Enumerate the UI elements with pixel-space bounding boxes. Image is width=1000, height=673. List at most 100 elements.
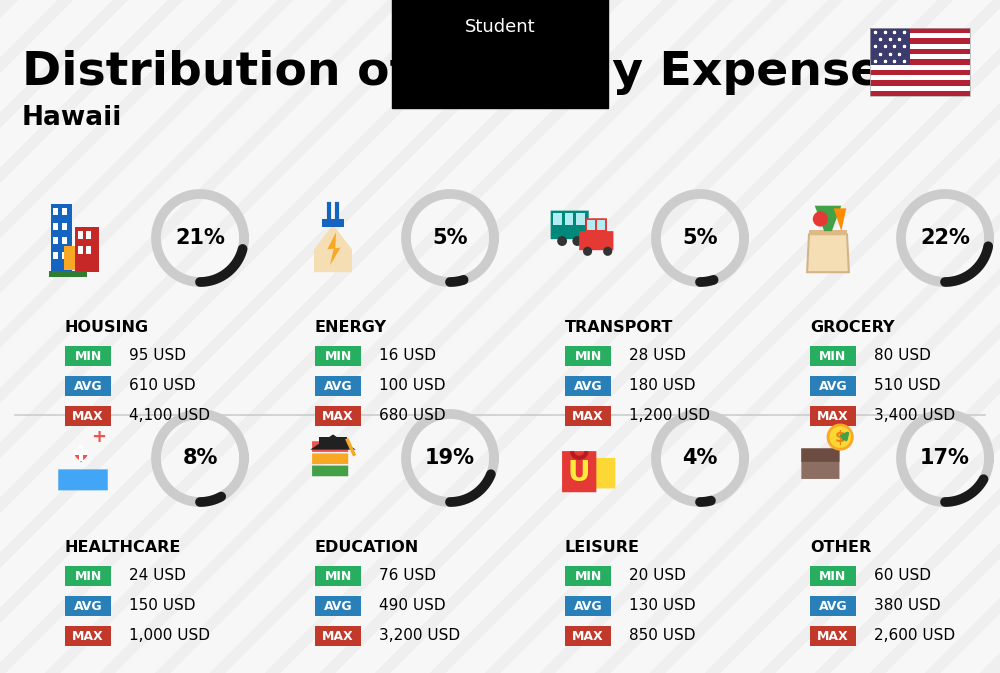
- Bar: [315, 596, 361, 616]
- Text: 8%: 8%: [182, 448, 218, 468]
- FancyBboxPatch shape: [801, 448, 839, 462]
- FancyBboxPatch shape: [586, 218, 607, 233]
- Bar: [870, 70, 970, 75]
- Bar: [75, 227, 99, 272]
- Bar: [79, 446, 83, 460]
- Bar: [65, 566, 111, 586]
- Text: 130 USD: 130 USD: [629, 598, 696, 614]
- Bar: [74, 450, 88, 454]
- Text: MIN: MIN: [819, 349, 847, 363]
- Text: 510 USD: 510 USD: [874, 378, 940, 394]
- Text: 28 USD: 28 USD: [629, 349, 686, 363]
- Text: EDUCATION: EDUCATION: [315, 540, 419, 555]
- Text: 380 USD: 380 USD: [874, 598, 941, 614]
- Text: MAX: MAX: [72, 629, 104, 643]
- Text: GROCERY: GROCERY: [810, 320, 895, 335]
- Bar: [870, 38, 970, 44]
- Text: MAX: MAX: [817, 409, 849, 423]
- FancyBboxPatch shape: [591, 458, 615, 489]
- Bar: [65, 406, 111, 426]
- Text: MAX: MAX: [817, 629, 849, 643]
- Polygon shape: [75, 452, 87, 463]
- FancyBboxPatch shape: [579, 231, 613, 250]
- Circle shape: [828, 425, 852, 450]
- FancyBboxPatch shape: [562, 451, 596, 492]
- Text: MIN: MIN: [574, 349, 602, 363]
- Bar: [587, 220, 595, 230]
- Text: MAX: MAX: [572, 629, 604, 643]
- FancyBboxPatch shape: [312, 454, 348, 464]
- Bar: [810, 626, 856, 646]
- Text: 19%: 19%: [425, 448, 475, 468]
- Text: 21%: 21%: [175, 228, 225, 248]
- Text: U: U: [568, 459, 590, 487]
- Text: 16 USD: 16 USD: [379, 349, 436, 363]
- Bar: [51, 204, 72, 272]
- Text: 5%: 5%: [682, 228, 718, 248]
- FancyBboxPatch shape: [58, 469, 108, 491]
- Text: 4,100 USD: 4,100 USD: [129, 409, 210, 423]
- Text: 3,400 USD: 3,400 USD: [874, 409, 955, 423]
- Text: 1,000 USD: 1,000 USD: [129, 629, 210, 643]
- Bar: [810, 406, 856, 426]
- Text: 17%: 17%: [920, 448, 970, 468]
- Polygon shape: [834, 209, 846, 231]
- Bar: [315, 376, 361, 396]
- Text: Distribution of Monthly Expenses: Distribution of Monthly Expenses: [22, 50, 910, 95]
- Bar: [62, 238, 67, 244]
- Bar: [565, 566, 611, 586]
- Text: 20 USD: 20 USD: [629, 569, 686, 583]
- Text: 5%: 5%: [432, 228, 468, 248]
- Text: 490 USD: 490 USD: [379, 598, 446, 614]
- Bar: [870, 65, 970, 70]
- Text: MAX: MAX: [322, 409, 354, 423]
- Bar: [64, 246, 75, 271]
- Text: AVG: AVG: [74, 600, 102, 612]
- Bar: [565, 406, 611, 426]
- Bar: [553, 213, 562, 225]
- FancyBboxPatch shape: [312, 441, 348, 452]
- Bar: [565, 213, 573, 225]
- Text: 4%: 4%: [682, 448, 718, 468]
- Text: MAX: MAX: [72, 409, 104, 423]
- Bar: [65, 596, 111, 616]
- Bar: [86, 246, 91, 254]
- Text: Student: Student: [465, 18, 535, 36]
- Text: 24 USD: 24 USD: [129, 569, 186, 583]
- Bar: [53, 223, 58, 229]
- Text: MIN: MIN: [819, 569, 847, 583]
- Text: MIN: MIN: [324, 569, 352, 583]
- Bar: [62, 223, 67, 229]
- Bar: [65, 376, 111, 396]
- Bar: [870, 49, 970, 54]
- Bar: [53, 238, 58, 244]
- Text: +: +: [91, 428, 106, 446]
- Text: AVG: AVG: [74, 380, 102, 392]
- Text: 60 USD: 60 USD: [874, 569, 931, 583]
- Bar: [315, 566, 361, 586]
- Text: TRANSPORT: TRANSPORT: [565, 320, 673, 335]
- Text: MIN: MIN: [324, 349, 352, 363]
- Bar: [322, 219, 344, 227]
- Text: HOUSING: HOUSING: [65, 320, 149, 335]
- Text: 850 USD: 850 USD: [629, 629, 696, 643]
- Polygon shape: [327, 232, 341, 265]
- Bar: [870, 28, 910, 65]
- Polygon shape: [314, 225, 352, 272]
- Bar: [65, 346, 111, 366]
- Text: 180 USD: 180 USD: [629, 378, 696, 394]
- Text: ENERGY: ENERGY: [315, 320, 387, 335]
- Bar: [870, 44, 970, 49]
- Circle shape: [583, 247, 592, 256]
- Text: LEISURE: LEISURE: [565, 540, 640, 555]
- Text: 80 USD: 80 USD: [874, 349, 931, 363]
- Bar: [870, 33, 970, 38]
- Text: $: $: [835, 429, 845, 445]
- Text: AVG: AVG: [819, 600, 847, 612]
- FancyBboxPatch shape: [801, 448, 839, 479]
- Bar: [565, 626, 611, 646]
- Circle shape: [572, 236, 582, 246]
- Bar: [65, 626, 111, 646]
- Circle shape: [813, 211, 828, 227]
- Text: MAX: MAX: [572, 409, 604, 423]
